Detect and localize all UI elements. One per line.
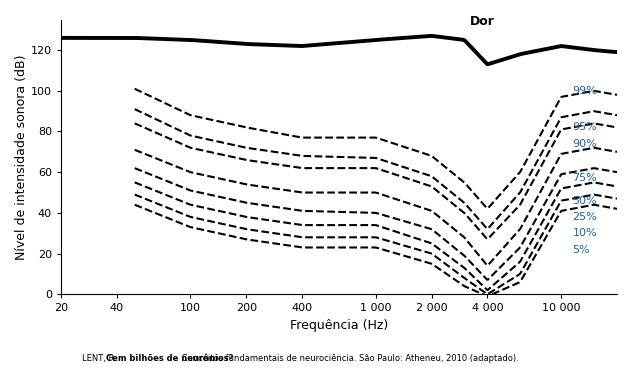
Text: 5%: 5% <box>573 245 590 255</box>
X-axis label: Frequência (Hz): Frequência (Hz) <box>290 319 388 332</box>
Text: 10%: 10% <box>573 228 597 238</box>
Y-axis label: Nível de intensidade sonora (dB): Nível de intensidade sonora (dB) <box>15 54 28 260</box>
Text: LENT, R.: LENT, R. <box>82 355 119 363</box>
Text: Conceitos fundamentais de neurociência. São Paulo: Atheneu, 2010 (adaptado).: Conceitos fundamentais de neurociência. … <box>179 354 519 363</box>
Text: 25%: 25% <box>573 212 597 222</box>
Text: 95%: 95% <box>573 123 597 132</box>
Text: 99%: 99% <box>573 86 597 96</box>
Text: Cem bilhões de neurônios?: Cem bilhões de neurônios? <box>106 355 234 363</box>
Text: 75%: 75% <box>573 173 597 183</box>
Text: 90%: 90% <box>573 139 597 149</box>
Text: 50%: 50% <box>573 196 597 206</box>
Text: Dor: Dor <box>470 15 494 28</box>
